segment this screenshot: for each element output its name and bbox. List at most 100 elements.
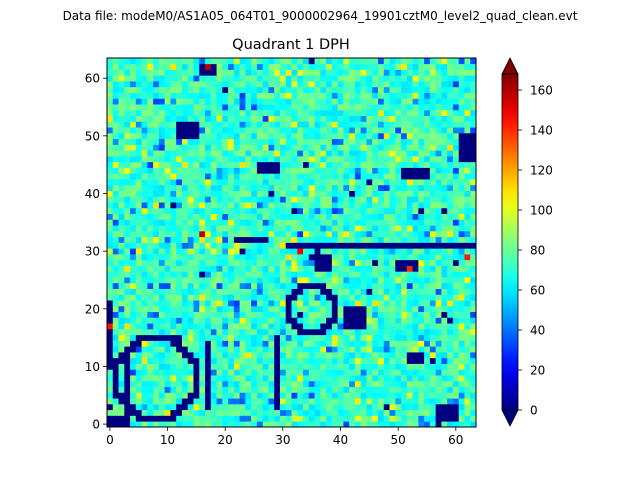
heatmap-cell — [458, 161, 465, 168]
heatmap-cell — [233, 369, 240, 376]
heatmap-cell — [158, 86, 166, 93]
heatmap-cell — [130, 132, 137, 140]
heatmap-cell — [308, 167, 315, 174]
heatmap-cell — [447, 242, 454, 249]
heatmap-cell — [181, 369, 189, 376]
heatmap-cell — [256, 190, 264, 197]
heatmap-cell — [470, 311, 477, 318]
heatmap-cell — [158, 403, 166, 411]
heatmap-cell — [424, 75, 431, 82]
heatmap-cell — [395, 190, 402, 197]
heatmap-cell — [303, 403, 310, 411]
heatmap-cell — [153, 156, 160, 163]
heatmap-cell — [372, 179, 379, 186]
heatmap-cell — [193, 167, 200, 174]
heatmap-cell — [187, 69, 194, 76]
heatmap-cell — [141, 357, 148, 364]
heatmap-cell — [135, 138, 142, 145]
heatmap-cell — [135, 363, 142, 370]
heatmap-cell — [124, 421, 131, 428]
heatmap-cell — [308, 150, 315, 157]
heatmap-cell — [199, 58, 206, 65]
heatmap-cell — [245, 138, 252, 145]
heatmap-cell — [245, 328, 252, 336]
heatmap-cell — [118, 63, 125, 70]
heatmap-cell — [228, 167, 235, 174]
heatmap-cell — [377, 219, 385, 226]
heatmap-cell — [395, 173, 402, 180]
heatmap-cell — [360, 415, 367, 422]
heatmap-cell — [406, 121, 413, 128]
heatmap-cell — [470, 132, 477, 140]
heatmap-cell — [406, 219, 413, 226]
heatmap-cell — [251, 179, 258, 186]
heatmap-cell — [279, 305, 287, 313]
heatmap-cell — [320, 81, 327, 88]
heatmap-cell — [435, 282, 442, 289]
heatmap-cell — [331, 213, 338, 220]
heatmap-cell — [435, 173, 442, 180]
heatmap-cell — [303, 69, 310, 76]
heatmap-cell — [458, 300, 465, 307]
heatmap-cell — [279, 207, 287, 215]
heatmap-cell — [285, 242, 292, 249]
heatmap-cell — [320, 323, 327, 330]
heatmap-cell — [187, 346, 194, 353]
heatmap-cell — [406, 271, 413, 278]
heatmap-cell — [308, 288, 315, 295]
heatmap-cell — [274, 398, 281, 405]
heatmap-cell — [251, 132, 258, 140]
heatmap-cell — [337, 277, 344, 284]
heatmap-cell — [135, 81, 142, 88]
heatmap-cell — [170, 58, 177, 65]
heatmap-cell — [343, 254, 350, 261]
heatmap-cell — [210, 121, 217, 128]
heatmap-cell — [256, 265, 264, 272]
heatmap-cell — [181, 328, 189, 336]
heatmap-cell — [274, 202, 281, 209]
heatmap-cell — [458, 317, 465, 324]
heatmap-cell — [303, 190, 310, 197]
heatmap-cell — [135, 173, 142, 180]
heatmap-cell — [262, 248, 269, 255]
heatmap-cell — [452, 271, 460, 278]
heatmap-cell — [389, 363, 396, 370]
heatmap-cell — [107, 161, 114, 168]
heatmap-cell — [377, 144, 385, 151]
heatmap-cell — [153, 86, 160, 93]
heatmap-cell — [464, 92, 471, 99]
heatmap-cell — [291, 334, 298, 341]
heatmap-cell — [366, 196, 373, 203]
heatmap-cell — [130, 92, 137, 99]
heatmap-cell — [308, 265, 315, 272]
heatmap-cell — [233, 225, 240, 232]
heatmap-cell — [222, 196, 229, 203]
heatmap-cell — [262, 115, 269, 122]
heatmap-cell — [354, 375, 362, 382]
heatmap-cell — [429, 265, 436, 272]
heatmap-cell — [233, 242, 240, 249]
heatmap-cell — [441, 81, 448, 88]
heatmap-cell — [429, 288, 436, 295]
heatmap-cell — [245, 363, 252, 370]
heatmap-cell — [343, 352, 350, 359]
heatmap-cell — [360, 380, 367, 387]
heatmap-cell — [199, 144, 206, 151]
heatmap-cell — [251, 265, 258, 272]
heatmap-cell — [262, 81, 269, 88]
heatmap-cell — [135, 380, 142, 387]
heatmap-cell — [193, 352, 200, 359]
heatmap-cell — [112, 259, 119, 266]
heatmap-cell — [222, 352, 229, 359]
heatmap-cell — [349, 167, 356, 174]
heatmap-cell — [412, 236, 419, 243]
heatmap-cell — [458, 311, 465, 318]
heatmap-cell — [337, 317, 344, 324]
heatmap-cell — [187, 265, 194, 272]
heatmap-cell — [349, 392, 356, 399]
heatmap-cell — [147, 167, 154, 174]
heatmap-cell — [464, 104, 471, 111]
heatmap-cell — [360, 398, 367, 405]
heatmap-cell — [297, 254, 304, 261]
heatmap-cell — [153, 132, 160, 140]
